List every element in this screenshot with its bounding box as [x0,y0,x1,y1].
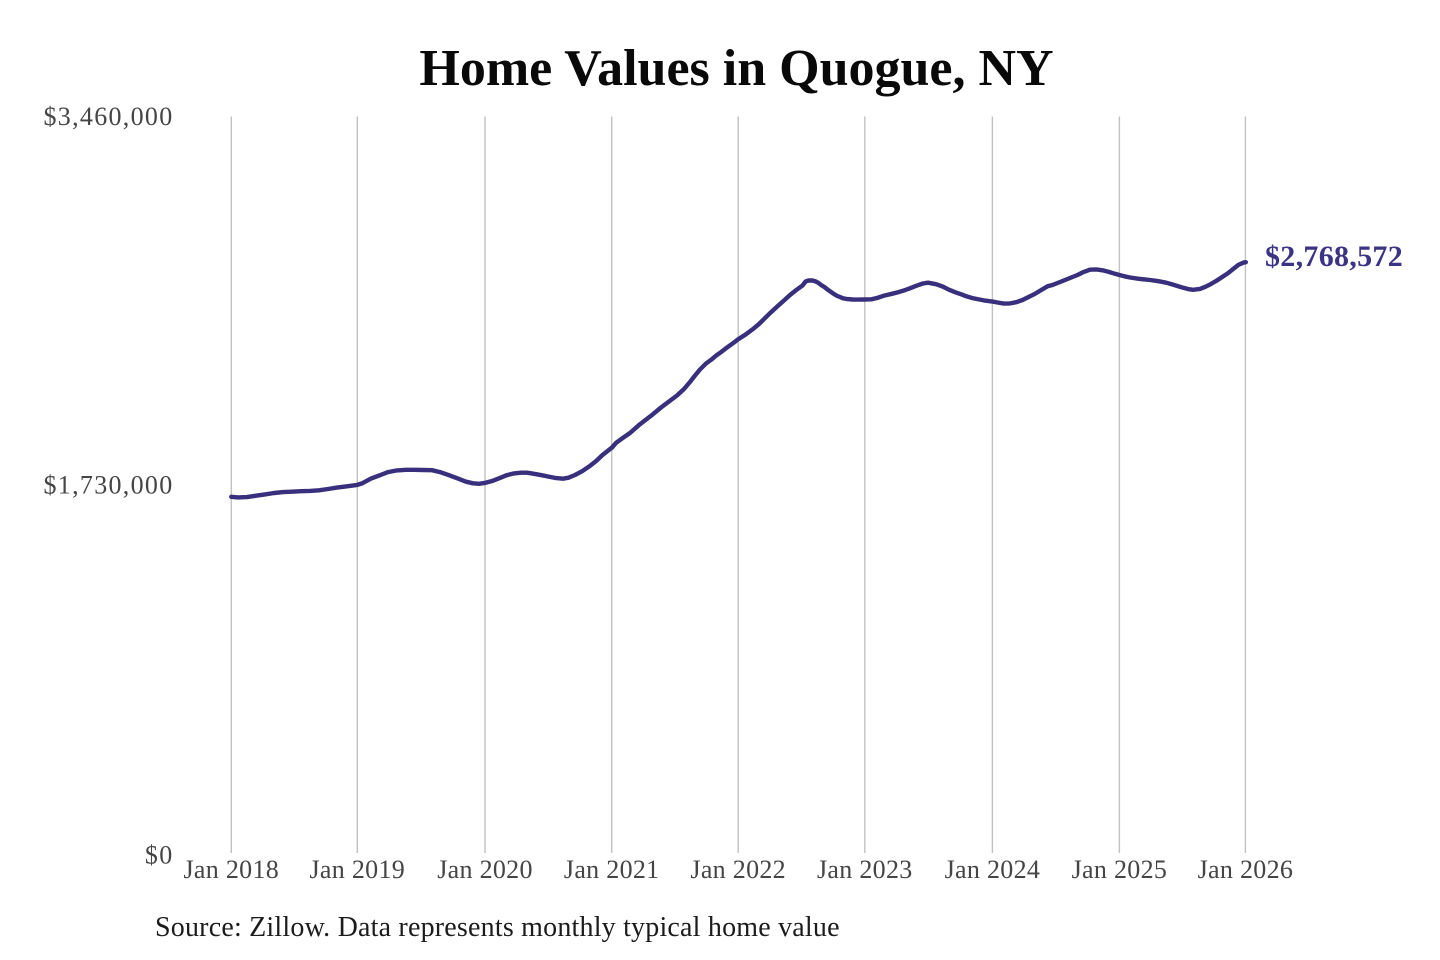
svg-text:$1,730,000: $1,730,000 [44,471,174,500]
svg-text:$0: $0 [145,841,174,870]
svg-text:Jan 2021: Jan 2021 [564,855,660,884]
svg-text:Home Values in Quogue, NY: Home Values in Quogue, NY [419,40,1053,97]
svg-text:Jan 2020: Jan 2020 [437,855,533,884]
svg-text:Jan 2019: Jan 2019 [310,855,406,884]
svg-text:Jan 2026: Jan 2026 [1198,855,1294,884]
svg-text:Jan 2023: Jan 2023 [817,855,913,884]
svg-text:Jan 2024: Jan 2024 [945,855,1041,884]
svg-text:Jan 2018: Jan 2018 [184,855,280,884]
svg-text:$3,460,000: $3,460,000 [44,102,174,131]
svg-text:Source: Zillow. Data represent: Source: Zillow. Data represents monthly … [155,912,840,943]
svg-text:Jan 2025: Jan 2025 [1072,855,1168,884]
svg-text:Jan 2022: Jan 2022 [690,855,786,884]
svg-text:$2,768,572: $2,768,572 [1265,240,1403,273]
